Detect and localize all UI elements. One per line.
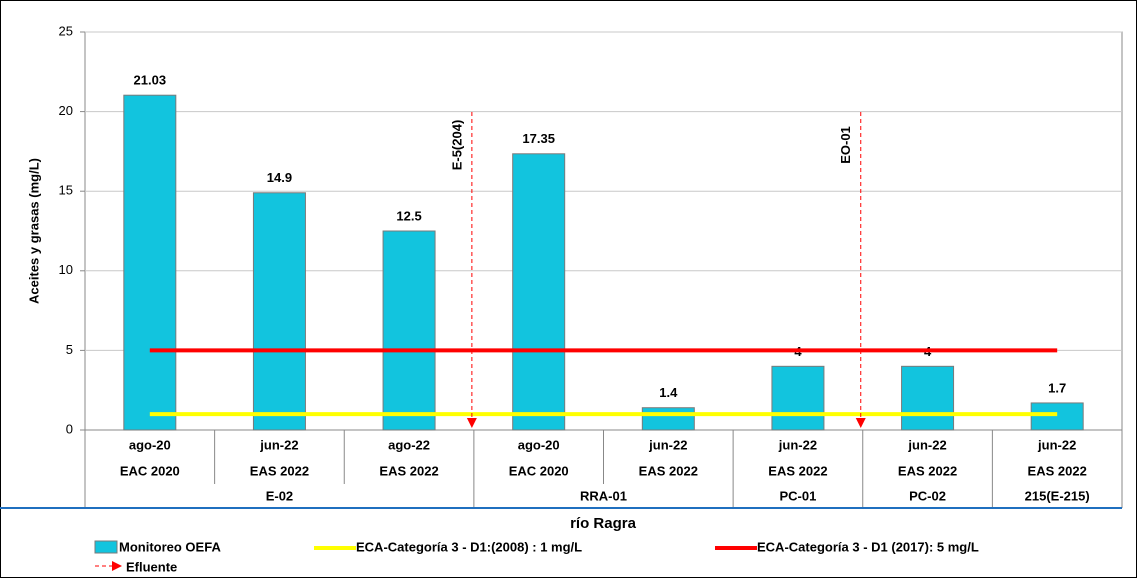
x-tick-label: jun-22 xyxy=(1037,437,1076,452)
data-label: 1.7 xyxy=(1048,380,1066,395)
bar xyxy=(901,365,955,431)
legend-swatch xyxy=(112,561,122,571)
campaign-label: EAC 2020 xyxy=(509,463,569,478)
x-tick-label: ago-20 xyxy=(518,437,560,452)
x-tick-label: jun-22 xyxy=(778,437,817,452)
y-tick-label: 10 xyxy=(59,262,73,277)
campaign-label: EAS 2022 xyxy=(639,463,698,478)
effluent-label: EO-01 xyxy=(838,126,853,164)
bar xyxy=(252,192,306,431)
x-tick-label: ago-20 xyxy=(129,437,171,452)
legend-label: ECA-Categoría 3 - D1 (2017): 5 mg/L xyxy=(757,539,979,554)
effluent-label: E-5(204) xyxy=(449,120,464,171)
y-tick-label: 20 xyxy=(59,103,73,118)
data-label: 21.03 xyxy=(134,73,167,88)
x-tick-label: jun-22 xyxy=(259,437,298,452)
x-tick-label: jun-22 xyxy=(907,437,946,452)
y-tick-label: 0 xyxy=(66,421,73,436)
y-axis-title: Aceites y grasas (mg/L) xyxy=(26,158,41,304)
campaign-label: EAS 2022 xyxy=(768,463,827,478)
group-label: RRA-01 xyxy=(580,488,627,503)
data-label: 12.5 xyxy=(396,208,421,223)
y-tick-label: 15 xyxy=(59,183,73,198)
campaign-label: EAC 2020 xyxy=(120,463,180,478)
data-label: 14.9 xyxy=(267,170,292,185)
x-tick-label: jun-22 xyxy=(648,437,687,452)
bar xyxy=(641,407,695,431)
bar xyxy=(771,365,825,431)
campaign-label: EAS 2022 xyxy=(250,463,309,478)
legend-label: Monitoreo OEFA xyxy=(119,539,221,554)
y-tick-label: 25 xyxy=(59,23,73,38)
bar xyxy=(123,94,177,431)
x-tick-label: ago-22 xyxy=(388,437,430,452)
data-label: 17.35 xyxy=(522,131,555,146)
campaign-label: EAS 2022 xyxy=(1028,463,1087,478)
legend-label: Efluente xyxy=(126,559,177,574)
bar xyxy=(1030,402,1084,431)
bar xyxy=(512,153,566,431)
group-label: 215(E-215) xyxy=(1025,488,1090,503)
effluent-arrowhead xyxy=(466,418,477,428)
data-label: 1.4 xyxy=(659,385,678,400)
legend-label: ECA-Categoría 3 - D1:(2008) : 1 mg/L xyxy=(356,539,582,554)
group-label: E-02 xyxy=(266,488,293,503)
effluent-arrowhead xyxy=(855,418,866,428)
group-label: PC-01 xyxy=(780,488,817,503)
y-tick-label: 5 xyxy=(66,342,73,357)
campaign-label: EAS 2022 xyxy=(379,463,438,478)
legend-swatch xyxy=(94,540,118,554)
bar xyxy=(382,230,436,431)
group-label: PC-02 xyxy=(909,488,946,503)
x-axis-title: río Ragra xyxy=(570,515,637,532)
campaign-label: EAS 2022 xyxy=(898,463,957,478)
